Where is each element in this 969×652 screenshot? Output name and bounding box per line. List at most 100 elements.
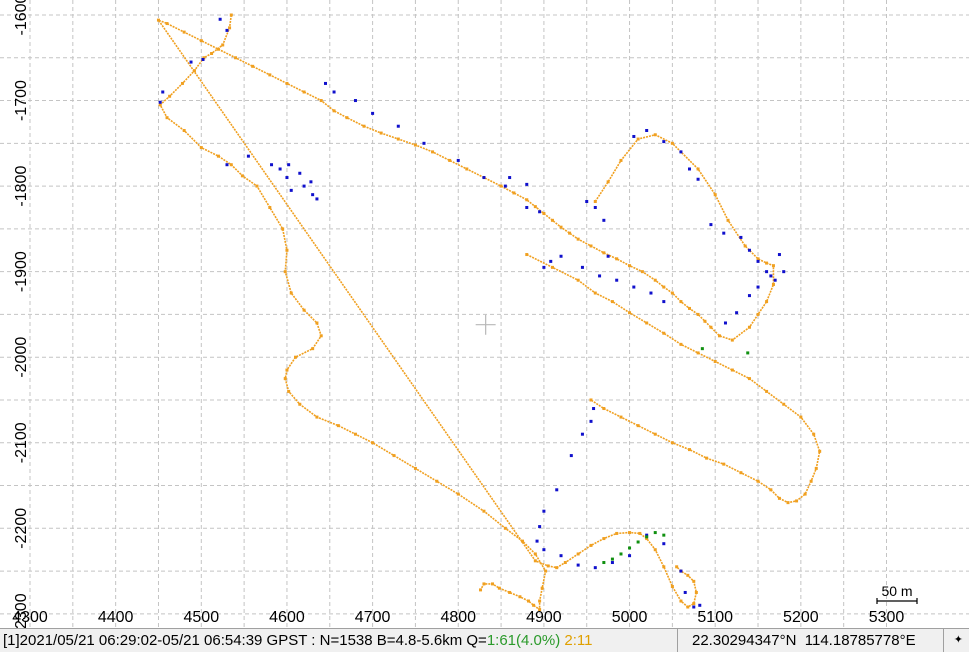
track-point-float <box>156 18 160 22</box>
track-point-float <box>717 334 721 338</box>
y-tick-label: -2200 <box>13 508 30 549</box>
track-point-float <box>491 582 495 586</box>
track-point-float <box>302 308 306 312</box>
track-point-single <box>688 167 692 171</box>
track-point-single <box>542 509 546 513</box>
track-point-float <box>165 22 169 26</box>
track-point-single <box>649 291 653 295</box>
track-point-single <box>189 60 193 64</box>
track-point-float <box>636 424 640 428</box>
resize-grip-icon[interactable]: ✦ <box>953 634 963 646</box>
track-point-float <box>692 602 696 606</box>
track-point-float <box>730 368 734 372</box>
track-point-float <box>315 321 319 325</box>
track-point-float <box>653 278 657 282</box>
track-point-single <box>559 554 563 558</box>
track-point-single <box>569 454 573 458</box>
x-tick-label: 4900 <box>526 609 562 626</box>
track-point-float <box>525 253 529 257</box>
track-point-float <box>563 561 567 565</box>
track-point-float <box>315 415 319 419</box>
track-point-float <box>765 261 769 265</box>
cursor-longitude: 114.18785778°E <box>804 632 916 649</box>
track-point-float <box>628 264 632 268</box>
track-point-float <box>228 26 232 30</box>
track-point-float <box>818 449 822 453</box>
track-point-single <box>482 176 486 180</box>
track-point-float <box>795 499 799 503</box>
track-point-float <box>756 479 760 483</box>
track-point-float <box>298 402 302 406</box>
track-point-float <box>482 509 486 513</box>
track-point-float <box>705 456 709 460</box>
track-point-single <box>298 171 302 175</box>
track-point-float <box>371 441 375 445</box>
track-point-float <box>696 167 700 171</box>
track-point-float <box>645 321 649 325</box>
track-point-float <box>713 193 717 197</box>
track-point-fix <box>610 557 614 561</box>
track-point-fix <box>700 347 704 351</box>
scale-bar: 50 m <box>876 583 918 604</box>
track-point-float <box>679 342 683 346</box>
track-point-single <box>756 259 760 263</box>
track-point-single <box>542 265 546 269</box>
series-fix <box>602 347 750 565</box>
track-point-single <box>246 154 250 158</box>
x-tick-label: 5000 <box>612 609 648 626</box>
track-point-float <box>809 479 813 483</box>
track-point-float <box>610 300 614 304</box>
track-point-single <box>593 205 597 209</box>
track-point-float <box>602 251 606 255</box>
track-point-single <box>542 548 546 552</box>
track-point-single <box>662 300 666 304</box>
track-point-single <box>315 197 319 201</box>
track-point-single <box>683 590 687 594</box>
track-point-float <box>497 586 501 590</box>
track-point-float <box>546 564 550 568</box>
track-point-float <box>508 590 512 594</box>
axis-ticks: 4300 4400 4500 4600 4700 4800 4900 5000 5100 5200… <box>12 0 904 628</box>
track-point-float <box>747 325 751 329</box>
track-point-single <box>538 525 542 529</box>
track-point-float <box>413 466 417 470</box>
track-point-single <box>593 566 597 570</box>
track-point-float <box>533 552 537 556</box>
track-point-float <box>532 603 536 607</box>
track-point-float <box>240 174 244 178</box>
track-point-float <box>686 573 690 577</box>
track-point-float <box>696 351 700 355</box>
solution-summary-text: [1]2021/05/21 06:29:02-05/21 06:54:39 GP… <box>3 632 487 649</box>
track-point-single <box>576 563 580 567</box>
track-point-float <box>396 137 400 141</box>
float-track-line <box>159 14 547 612</box>
track-point-single <box>739 235 743 239</box>
track-point-float <box>332 109 336 113</box>
track-point-float <box>615 257 619 261</box>
track-point-single <box>723 321 727 325</box>
track-plot[interactable]: 4300 4400 4500 4600 4700 4800 4900 5000 5100 5200… <box>0 0 969 628</box>
track-point-float <box>769 488 773 492</box>
track-point-single <box>555 488 559 492</box>
x-tick-label: 5200 <box>783 609 819 626</box>
track-point-float <box>726 218 730 222</box>
track-point-single <box>218 17 222 21</box>
track-point-float <box>285 81 289 85</box>
track-point-float <box>229 163 233 167</box>
track-point-fix <box>628 546 632 550</box>
track-point-single <box>679 569 683 573</box>
track-point-float <box>533 559 537 563</box>
track-point-float <box>679 300 683 304</box>
float-track-line <box>526 253 821 504</box>
track-point-float <box>158 103 162 107</box>
track-point-single <box>632 134 636 138</box>
track-point-float <box>345 116 349 120</box>
quality-float-count: 2:11 <box>564 632 593 649</box>
track-point-float <box>182 30 186 34</box>
track-point-single <box>662 542 666 546</box>
track-point-single <box>323 81 327 85</box>
track-point-float <box>216 47 220 51</box>
track-point-float <box>180 81 184 85</box>
track-point-float <box>799 415 803 419</box>
plot-canvas[interactable]: 4300 4400 4500 4600 4700 4800 4900 5000 5100 5200… <box>0 0 969 628</box>
